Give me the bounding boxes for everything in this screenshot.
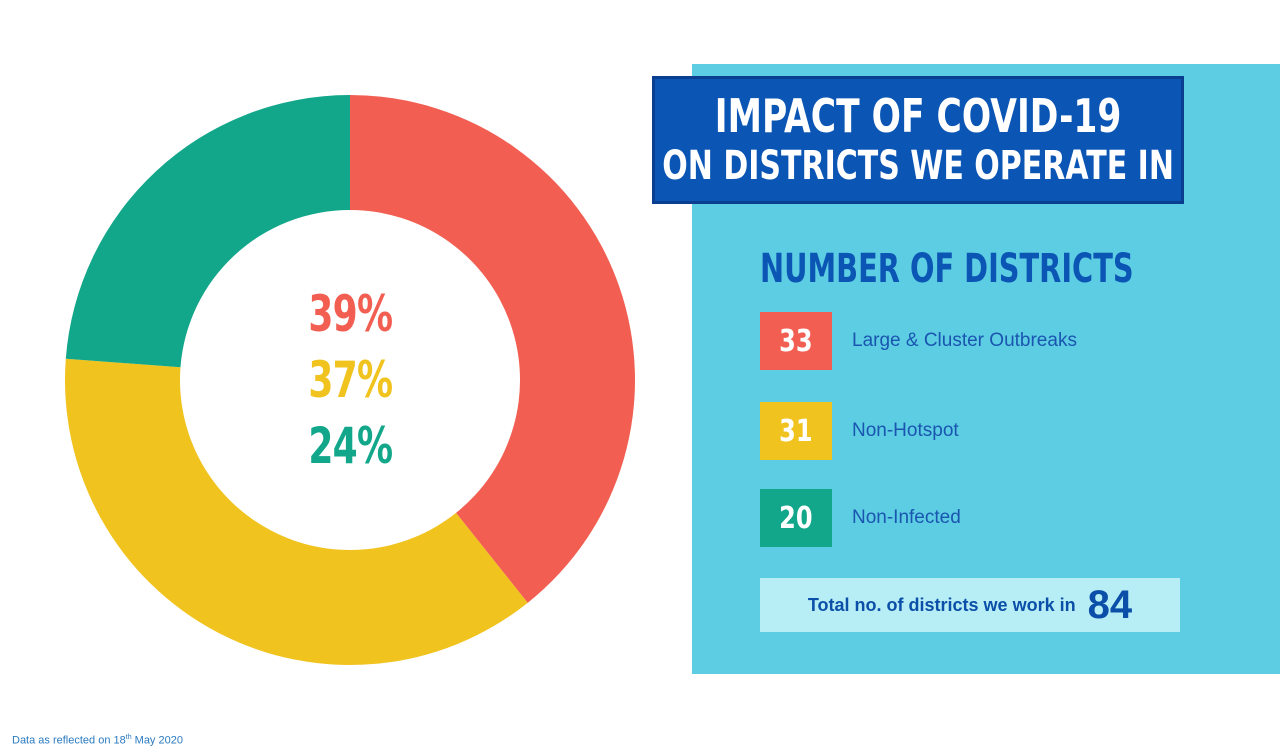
footnote-suffix: May 2020	[131, 734, 183, 747]
subheading: Number of districts	[760, 246, 1134, 292]
percent-label-non-hotspot: 37%	[307, 351, 393, 409]
footnote-prefix: Data as reflected on 18	[12, 734, 126, 747]
legend-count-box: 33	[760, 312, 832, 370]
donut-svg	[65, 94, 635, 665]
legend-label: Non-Hotspot	[852, 420, 959, 441]
legend-label: Non-Infected	[852, 507, 961, 528]
legend-count-box: 31	[760, 402, 832, 460]
percent-label-non-infected: 24%	[307, 417, 393, 475]
legend-item-non-hotspot: 31 Non-Hotspot	[760, 402, 1160, 460]
total-label: Total no. of districts we work in	[807, 594, 1076, 615]
slice-outbreaks	[350, 95, 635, 603]
legend-item-non-infected: 20 Non-Infected	[760, 489, 1160, 547]
total-value: 84	[1087, 583, 1133, 627]
donut-chart: 39% 37% 24%	[40, 70, 660, 690]
legend-count: 33	[779, 323, 813, 359]
legend-count-box: 20	[760, 489, 832, 547]
percent-label-outbreaks: 39%	[307, 285, 393, 343]
center-percentages: 39% 37% 24%	[40, 70, 660, 690]
footnote: Data as reflected on 18th May 2020	[12, 734, 183, 747]
title-banner: Impact of COVID-19 on districts we opera…	[652, 76, 1184, 204]
title-line-2: on districts we operate in	[662, 143, 1174, 189]
slice-non-infected	[65, 94, 350, 368]
total-box: Total no. of districts we work in 84	[760, 578, 1180, 632]
title-line-1: Impact of COVID-19	[714, 89, 1122, 143]
slice-non-hotspot	[65, 358, 528, 665]
legend-count: 31	[779, 413, 813, 449]
legend-count: 20	[779, 500, 813, 536]
footnote-sup: th	[125, 734, 132, 741]
legend-label: Large & Cluster Outbreaks	[852, 330, 1077, 351]
legend-item-outbreaks: 33 Large & Cluster Outbreaks	[760, 312, 1160, 370]
